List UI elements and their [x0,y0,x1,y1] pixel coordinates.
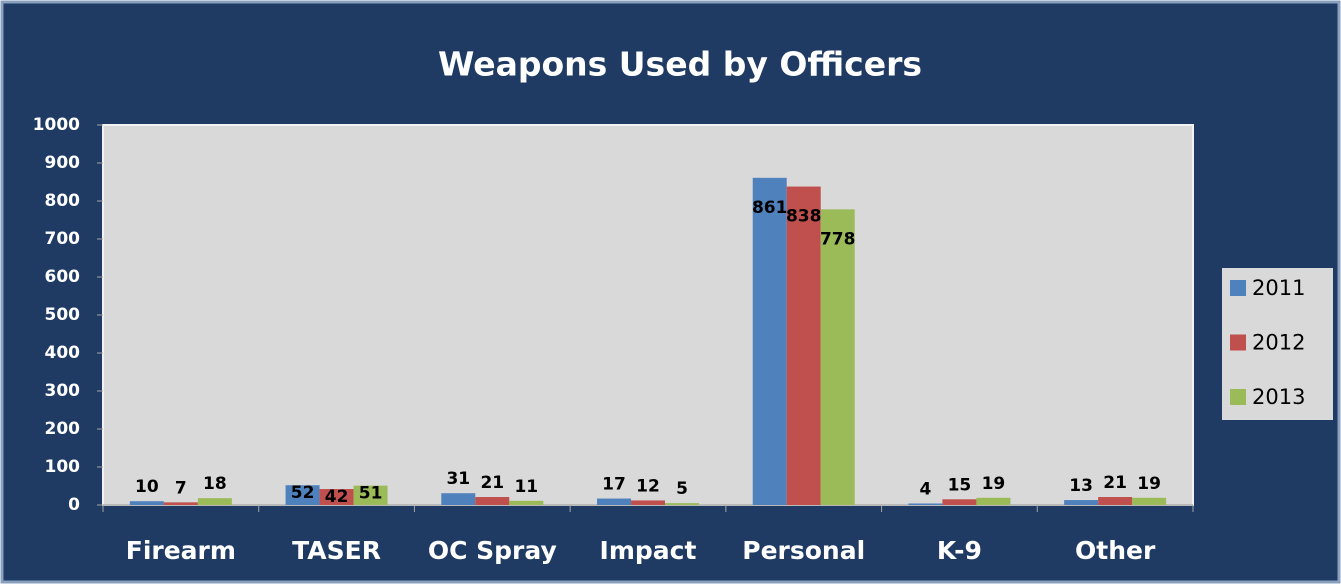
data-label: 12 [636,476,660,496]
bar [1098,497,1133,505]
bar [475,497,510,505]
data-label: 838 [786,207,822,227]
y-tick-label: 100 [45,457,81,477]
y-tick-label: 900 [45,153,81,173]
bar [129,501,164,505]
data-label: 19 [982,474,1006,494]
legend-swatch [1230,389,1246,405]
data-label: 21 [1103,473,1127,493]
data-label: 15 [948,475,972,495]
bar [319,489,354,505]
legend-label: 2012 [1252,331,1305,355]
bar [976,497,1011,505]
legend-swatch [1230,334,1246,351]
data-label: 21 [480,473,504,493]
y-tick-label: 0 [68,495,80,515]
bar [509,500,544,505]
bar [942,499,977,505]
data-label: 17 [602,475,626,495]
x-tick-label: Firearm [126,536,236,565]
x-tick-label: Impact [600,536,697,565]
data-label: 11 [514,477,538,497]
y-tick-label: 300 [45,381,81,401]
x-tick-label: TASER [292,536,381,565]
y-tick-label: 800 [45,191,81,211]
bar [786,186,821,505]
data-label: 861 [752,198,788,218]
bar [752,177,787,505]
y-tick-label: 1000 [33,115,80,135]
data-label: 13 [1069,476,1093,496]
bar [1132,497,1167,505]
bar [285,485,320,505]
bar [597,498,631,505]
bar [353,485,388,505]
y-tick-label: 600 [45,267,81,287]
data-label: 10 [135,477,159,497]
data-label: 5 [676,479,688,499]
x-tick-label: Other [1075,536,1156,565]
bar [197,498,232,505]
x-tick-label: OC Spray [428,536,557,565]
plot-area [102,124,1194,506]
x-tick-label: K-9 [937,536,982,565]
legend-label: 2013 [1252,385,1305,409]
data-label: 42 [325,487,349,507]
data-label: 19 [1137,474,1161,494]
data-label: 4 [920,479,932,499]
bar [820,209,855,506]
bar [441,493,476,505]
data-label: 51 [359,484,383,504]
data-label: 31 [446,469,470,489]
bar [665,503,699,505]
y-tick-label: 700 [45,229,81,249]
data-label: 778 [820,229,856,249]
legend-swatch [1230,280,1246,296]
legend-label: 2011 [1252,276,1305,300]
data-label: 52 [291,483,315,503]
bar [163,502,198,505]
y-tick-label: 400 [45,343,81,363]
x-tick-label: Personal [742,536,865,565]
y-tick-label: 500 [45,305,81,325]
bar [631,500,665,505]
y-tick-label: 200 [45,419,81,439]
bar [908,503,943,505]
data-label: 7 [175,478,187,498]
bar [1064,500,1099,505]
chart-title: Weapons Used by Officers [438,45,922,84]
data-label: 18 [203,474,227,494]
